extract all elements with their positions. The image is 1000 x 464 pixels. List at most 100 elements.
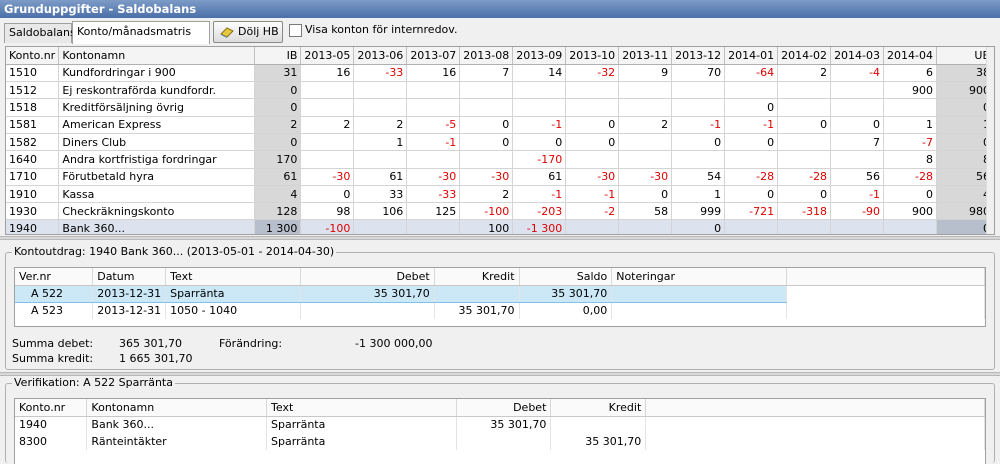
matrix-header[interactable]: 2013-12 [671,47,726,65]
tab-konto-manadsmatris[interactable]: Konto/månadsmatris (tkr) [72,21,210,58]
verification-header[interactable]: Kontonamn [86,399,268,417]
internal-accounts-checkbox[interactable] [289,24,302,37]
matrix-cell: 0 [724,185,779,204]
verification-header[interactable]: Konto.nr [15,399,88,417]
verification-group: Verifikation: A 522 Sparränta Konto.nr Ko… [5,376,995,464]
hide-hb-button[interactable]: Dölj HB [213,21,283,43]
statement-header[interactable]: Text [165,268,301,286]
matrix-row[interactable]: 1710 Förutbetald hyra 61 -30 61 -30 -30 61 -30 -3… [6,168,994,186]
matrix-cell: 0 [300,185,355,204]
matrix-header[interactable]: 2014-01 [724,47,779,65]
matrix-cell: 8 [936,150,994,169]
statement-header[interactable]: Kredit [434,268,520,286]
verification-cell: Sparränta [266,416,457,433]
matrix-cell: 128 [254,202,302,221]
matrix-header[interactable]: 2013-10 [565,47,620,65]
statement-header[interactable]: Noteringar [611,268,788,286]
matrix-header[interactable]: 2013-08 [459,47,514,65]
verification-header[interactable]: Text [266,399,457,417]
matrix-cell: -30 [459,168,514,186]
matrix-header[interactable]: Konto.nr [6,47,60,65]
matrix-row[interactable]: 1930 Checkräkningskonto 128 98 106 125 -100 -20… [6,202,994,221]
matrix-cell: 16 [300,64,355,83]
hide-hb-label: Dölj HB [238,25,279,38]
forandring-value: -1 300 000,00 [355,337,433,350]
matrix-cell: 7 [830,133,885,152]
splitter-bottom[interactable] [0,372,1000,376]
statement-row[interactable]: A 522 2013-12-31 Sparränta 35 301,70 35 301,… [15,284,985,303]
matrix-cell: 0 [777,185,832,204]
matrix-cell [406,219,461,234]
verification-cell [550,416,647,433]
tab-saldobalans[interactable]: Saldobalans [4,23,76,43]
matrix-cell: -64 [724,64,779,83]
matrix-cell: 900 [936,81,994,100]
statement-header[interactable]: Datum [92,268,167,286]
window-title: Grunduppgifter - Saldobalans [0,0,1000,18]
matrix-cell: 0 [565,133,620,152]
summa-debet-value: 365 301,70 [119,337,182,350]
summa-kredit-label: Summa kredit: [12,352,94,365]
matrix-cell: 125 [406,202,461,221]
statement-cell: 2013-12-31 [92,302,167,319]
matrix-cell: 9 [618,64,673,83]
matrix-scrollbar[interactable] [986,47,994,234]
matrix-cell: 61 [353,168,408,186]
matrix-header[interactable]: 2013-05 [300,47,355,65]
matrix-header[interactable]: 2014-03 [830,47,885,65]
verification-header[interactable]: Kredit [550,399,647,417]
matrix-cell [830,219,885,234]
splitter-top[interactable] [0,236,1000,240]
verification-row[interactable]: 1940 Bank 360... Sparränta 35 301,70 [15,416,985,433]
matrix-cell: 14 [512,64,567,83]
matrix-cell: 0 [830,116,885,134]
summa-debet-label: Summa debet: [12,337,94,350]
matrix-header[interactable]: IB [254,47,302,65]
statement-header[interactable]: Debet [300,268,435,286]
matrix-cell: 61 [512,168,567,186]
matrix-row[interactable]: 1640 Andra kortfristiga fordringar 170 -170… [6,150,994,169]
matrix-header[interactable]: Kontonamn [58,47,255,65]
statement-header[interactable]: Saldo [519,268,613,286]
matrix-cell [353,150,408,169]
matrix-cell: 98 [300,202,355,221]
matrix-header[interactable]: UB [936,47,994,65]
matrix-header[interactable]: 2013-09 [512,47,567,65]
matrix-cell: -100 [459,202,514,221]
matrix-cell: -28 [777,168,832,186]
matrix-cell [883,219,937,234]
matrix-row[interactable]: 1510 Kundfordringar i 900 31 16 -33 16 7 14 -32 9… [6,64,994,83]
matrix-header[interactable]: 2013-06 [353,47,408,65]
verification-row[interactable]: 8300 Ränteintäkter Sparränta 35 301,70 [15,433,985,450]
verification-cell: 35 301,70 [456,416,552,433]
matrix-header[interactable]: 2014-02 [777,47,832,65]
matrix-cell: 900 [883,202,937,221]
statement-cell: 0,00 [519,302,613,319]
matrix-cell: 1510 [6,64,60,83]
matrix-header[interactable]: 2014-04 [883,47,937,65]
matrix-cell [830,98,885,117]
matrix-cell: 1518 [6,98,60,117]
matrix-cell [565,98,620,117]
matrix-cell: American Express [58,116,255,134]
internal-accounts-label: Visa konton för internredov. [305,23,458,36]
statement-filler [786,285,985,302]
verification-header[interactable]: Debet [456,399,552,417]
matrix-row[interactable]: 1512 Ej reskontraförda kundfordr. 0 900 900 [6,81,994,100]
matrix-cell [565,219,620,234]
matrix-cell: 56 [936,168,994,186]
statement-row[interactable]: A 523 2013-12-31 1050 - 1040 35 301,70 0,00 [15,302,985,319]
verification-table: Konto.nr Kontonamn Text Debet Kredit 1940 Ban… [14,398,986,464]
matrix-cell: 999 [671,202,726,221]
matrix-cell: Kassa [58,185,255,204]
statement-header[interactable]: Ver.nr [15,268,94,286]
matrix-header[interactable]: 2013-07 [406,47,461,65]
matrix-header[interactable]: 2013-11 [618,47,673,65]
matrix-cell: 0 [459,116,514,134]
matrix-cell [300,98,355,117]
